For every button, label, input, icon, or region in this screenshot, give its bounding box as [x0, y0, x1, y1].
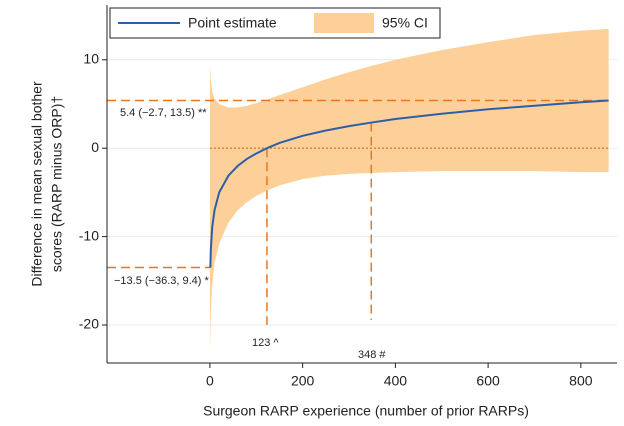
- y-tick-label: 10: [83, 51, 99, 67]
- annotation: 123 ^: [252, 337, 279, 349]
- annotation: 5.4 (−2.7, 13.5) **: [120, 107, 207, 119]
- legend-label: 95% CI: [382, 15, 428, 31]
- y-axis-label: Difference in mean sexual bother: [29, 81, 45, 287]
- x-tick-label: 600: [476, 373, 500, 389]
- x-tick-label: 200: [291, 373, 315, 389]
- x-axis-label: Surgeon RARP experience (number of prior…: [203, 403, 529, 419]
- y-tick-label: -20: [79, 316, 99, 332]
- x-tick-label: 800: [569, 373, 593, 389]
- annotation: 348 #: [358, 349, 386, 361]
- legend-box: [109, 7, 441, 39]
- x-tick-label: 400: [384, 373, 408, 389]
- y-tick-label: 0: [91, 139, 99, 155]
- ci-area: [209, 28, 609, 354]
- legend-label: Point estimate: [188, 15, 277, 31]
- x-tick-label: 0: [206, 373, 214, 389]
- point-estimate-line: [209, 99, 609, 268]
- y-tick-label: -10: [79, 227, 99, 243]
- y-axis-label: scores (RARP minus ORP)†: [49, 96, 65, 272]
- legend-swatch: [314, 13, 374, 33]
- annotation: −13.5 (−36.3, 9.4) *: [114, 275, 210, 287]
